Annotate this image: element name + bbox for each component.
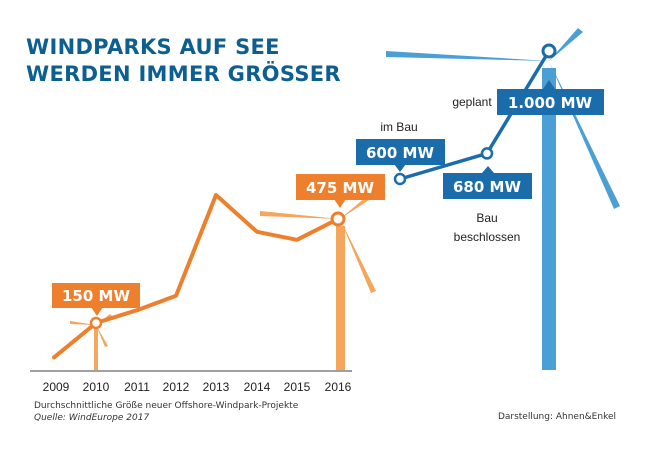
turbine-medium-blade-left	[260, 211, 340, 219]
turbine-large-tower	[542, 68, 556, 370]
x-tick-label: 2015	[284, 380, 311, 394]
callout-680-label1: Bau	[476, 211, 497, 225]
marker-im-bau	[393, 172, 407, 186]
marker-bau-beschlossen	[480, 147, 494, 160]
turbine-small-blade-left	[70, 321, 96, 325]
callout-1000-text: 1.000 MW	[508, 94, 593, 112]
callout-600-text: 600 MW	[366, 144, 434, 162]
turbine-large-blade-left	[386, 51, 549, 61]
credit-note: Darstellung: Ahnen&Enkel	[497, 412, 616, 422]
x-tick-label: 2013	[203, 380, 230, 394]
turbine-medium-tower	[336, 226, 345, 370]
turbine-large-blade-down	[549, 61, 620, 209]
turbine-small-blade-down	[96, 325, 108, 347]
turbine-medium	[260, 197, 376, 370]
x-tick-label: 2012	[163, 380, 190, 394]
callout-1000-label: geplant	[452, 95, 492, 109]
x-tick-label: 2016	[325, 380, 352, 394]
marker-2010	[89, 316, 103, 330]
footnote: Durchschnittliche Größe neuer Offshore-W…	[34, 401, 299, 411]
callout-680-text: 680 MW	[453, 178, 521, 196]
callout-600-label: im Bau	[380, 120, 417, 134]
callout-600: im Bau 600 MW	[356, 120, 445, 172]
series-line-history	[52, 193, 340, 360]
x-tick-labels: 2009 2010 2011 2012 2013 2014 2015 2016	[43, 380, 352, 394]
x-tick-label: 2009	[43, 380, 70, 394]
chart-title-line1: WINDPARKS AUF SEE	[26, 35, 280, 59]
marker-2016	[330, 211, 346, 227]
callout-475-text: 475 MW	[306, 179, 374, 197]
x-tick-label: 2011	[124, 380, 150, 394]
callout-150: 150 MW	[52, 283, 140, 316]
marker-geplant	[541, 43, 557, 59]
chart-title: WINDPARKS AUF SEE WERDEN IMMER GRÖSSER	[26, 34, 341, 88]
source-note: Quelle: WindEurope 2017	[34, 413, 150, 423]
chart-title-line2: WERDEN IMMER GRÖSSER	[26, 62, 341, 86]
x-tick-label: 2010	[83, 380, 110, 394]
callout-680: 680 MW Bau beschlossen	[443, 166, 532, 244]
callout-1000: geplant 1.000 MW	[452, 80, 604, 115]
turbine-medium-blade-up	[340, 197, 369, 219]
callout-150-text: 150 MW	[62, 287, 130, 305]
turbine-small-tower	[94, 327, 98, 370]
x-tick-label: 2014	[244, 380, 271, 394]
callout-475: 475 MW	[296, 174, 385, 208]
turbine-medium-blade-down	[340, 219, 376, 293]
turbine-large-blade-up	[549, 28, 583, 61]
callout-680-label2: beschlossen	[454, 230, 521, 244]
